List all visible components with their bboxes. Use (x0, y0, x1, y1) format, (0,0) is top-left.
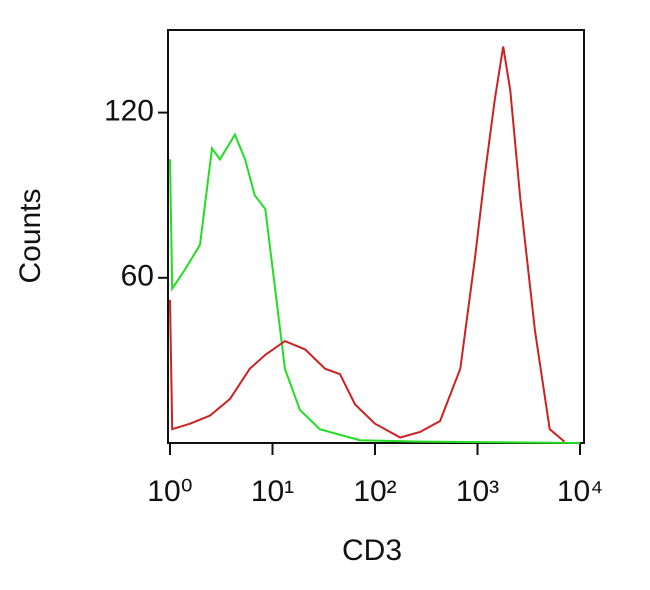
x-tick-label: 10⁴ (557, 475, 603, 508)
y-tick-label: 60 (121, 260, 154, 293)
y-tick-label: 120 (104, 95, 154, 128)
x-axis-label: CD3 (342, 534, 402, 567)
histogram-line (169, 132, 581, 444)
x-tick-label: 10² (353, 475, 396, 508)
x-tick-label: 10³ (456, 475, 499, 508)
y-axis-label: Counts (14, 188, 47, 283)
x-tick-label: 10⁰ (147, 475, 192, 508)
plot-frame (167, 29, 585, 444)
x-tick-label: 10¹ (251, 475, 294, 508)
histogram-line (169, 46, 566, 443)
